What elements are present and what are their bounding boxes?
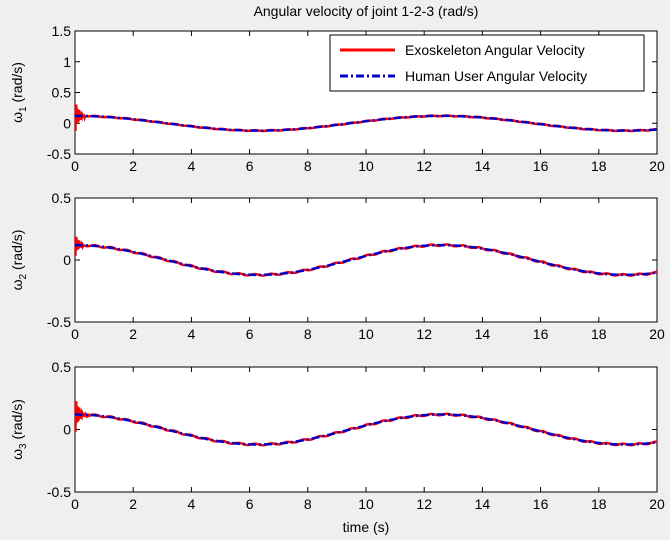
y-tick-label: 1.5 bbox=[52, 23, 72, 39]
x-tick-label: 12 bbox=[416, 326, 432, 342]
y-tick-label: 0.5 bbox=[52, 359, 72, 375]
x-tick-label: 4 bbox=[188, 158, 196, 174]
x-tick-label: 6 bbox=[246, 158, 254, 174]
x-tick-label: 14 bbox=[475, 496, 491, 512]
series-human-user-line bbox=[75, 413, 657, 446]
y-tick-label: 0 bbox=[63, 252, 71, 268]
y-tick-label: -0.5 bbox=[47, 314, 71, 330]
y-tick-label: -0.5 bbox=[47, 484, 71, 500]
x-tick-label: 6 bbox=[246, 326, 254, 342]
series-human-user-line bbox=[75, 114, 657, 132]
x-tick-label: 10 bbox=[358, 326, 374, 342]
y-tick-label: -0.5 bbox=[47, 146, 71, 162]
legend-label: Human User Angular Velocity bbox=[405, 68, 587, 84]
y-axis-label: ω1 (rad/s) bbox=[9, 62, 29, 123]
x-tick-label: 12 bbox=[416, 496, 432, 512]
figure-title: Angular velocity of joint 1-2-3 (rad/s) bbox=[254, 3, 479, 19]
x-tick-label: 18 bbox=[591, 158, 607, 174]
x-tick-label: 14 bbox=[475, 158, 491, 174]
legend: Exoskeleton Angular Velocity Human User A… bbox=[329, 34, 645, 92]
y-tick-label: 0.5 bbox=[52, 85, 72, 101]
subplot-2: 0 2 4 6 8 10 12 14 16 18 20-0.500.5ω2 (rad/s) bbox=[9, 190, 665, 342]
x-tick-label: 12 bbox=[416, 158, 432, 174]
x-tick-label: 8 bbox=[304, 326, 312, 342]
y-tick-label: 1 bbox=[63, 54, 71, 70]
legend-box bbox=[329, 34, 645, 92]
x-tick-label: 6 bbox=[246, 496, 254, 512]
x-tick-label: 18 bbox=[591, 496, 607, 512]
x-tick-label: 20 bbox=[649, 158, 665, 174]
x-tick-label: 8 bbox=[304, 496, 312, 512]
x-tick-label: 0 bbox=[71, 326, 79, 342]
x-tick-label: 0 bbox=[71, 158, 79, 174]
x-tick-label: 2 bbox=[129, 158, 137, 174]
y-axis-label: ω3 (rad/s) bbox=[9, 399, 29, 460]
x-tick-label: 16 bbox=[533, 158, 549, 174]
x-tick-label: 2 bbox=[129, 326, 137, 342]
x-tick-label: 0 bbox=[71, 496, 79, 512]
x-tick-label: 18 bbox=[591, 326, 607, 342]
x-tick-label: 16 bbox=[533, 326, 549, 342]
x-tick-label: 4 bbox=[188, 496, 196, 512]
x-tick-label: 14 bbox=[475, 326, 491, 342]
x-axis-label: time (s) bbox=[343, 519, 390, 535]
subplots: 0 2 4 6 8 10 12 14 16 18 20-0.500.511.5ω1 (rad/s)0… bbox=[9, 23, 665, 512]
legend-label: Exoskeleton Angular Velocity bbox=[405, 42, 585, 58]
x-tick-label: 20 bbox=[649, 326, 665, 342]
x-tick-label: 10 bbox=[358, 496, 374, 512]
x-tick-label: 16 bbox=[533, 496, 549, 512]
series-human-user-line bbox=[75, 243, 657, 277]
y-tick-label: 0 bbox=[63, 422, 71, 438]
x-tick-label: 10 bbox=[358, 158, 374, 174]
x-tick-label: 4 bbox=[188, 326, 196, 342]
y-tick-label: 0.5 bbox=[52, 190, 72, 206]
y-tick-label: 0 bbox=[63, 115, 71, 131]
x-tick-label: 8 bbox=[304, 158, 312, 174]
x-tick-label: 20 bbox=[649, 496, 665, 512]
x-tick-label: 2 bbox=[129, 496, 137, 512]
y-axis-label: ω2 (rad/s) bbox=[9, 230, 29, 291]
subplot-3: 0 2 4 6 8 10 12 14 16 18 20-0.500.5ω3 (rad/s) bbox=[9, 359, 665, 512]
